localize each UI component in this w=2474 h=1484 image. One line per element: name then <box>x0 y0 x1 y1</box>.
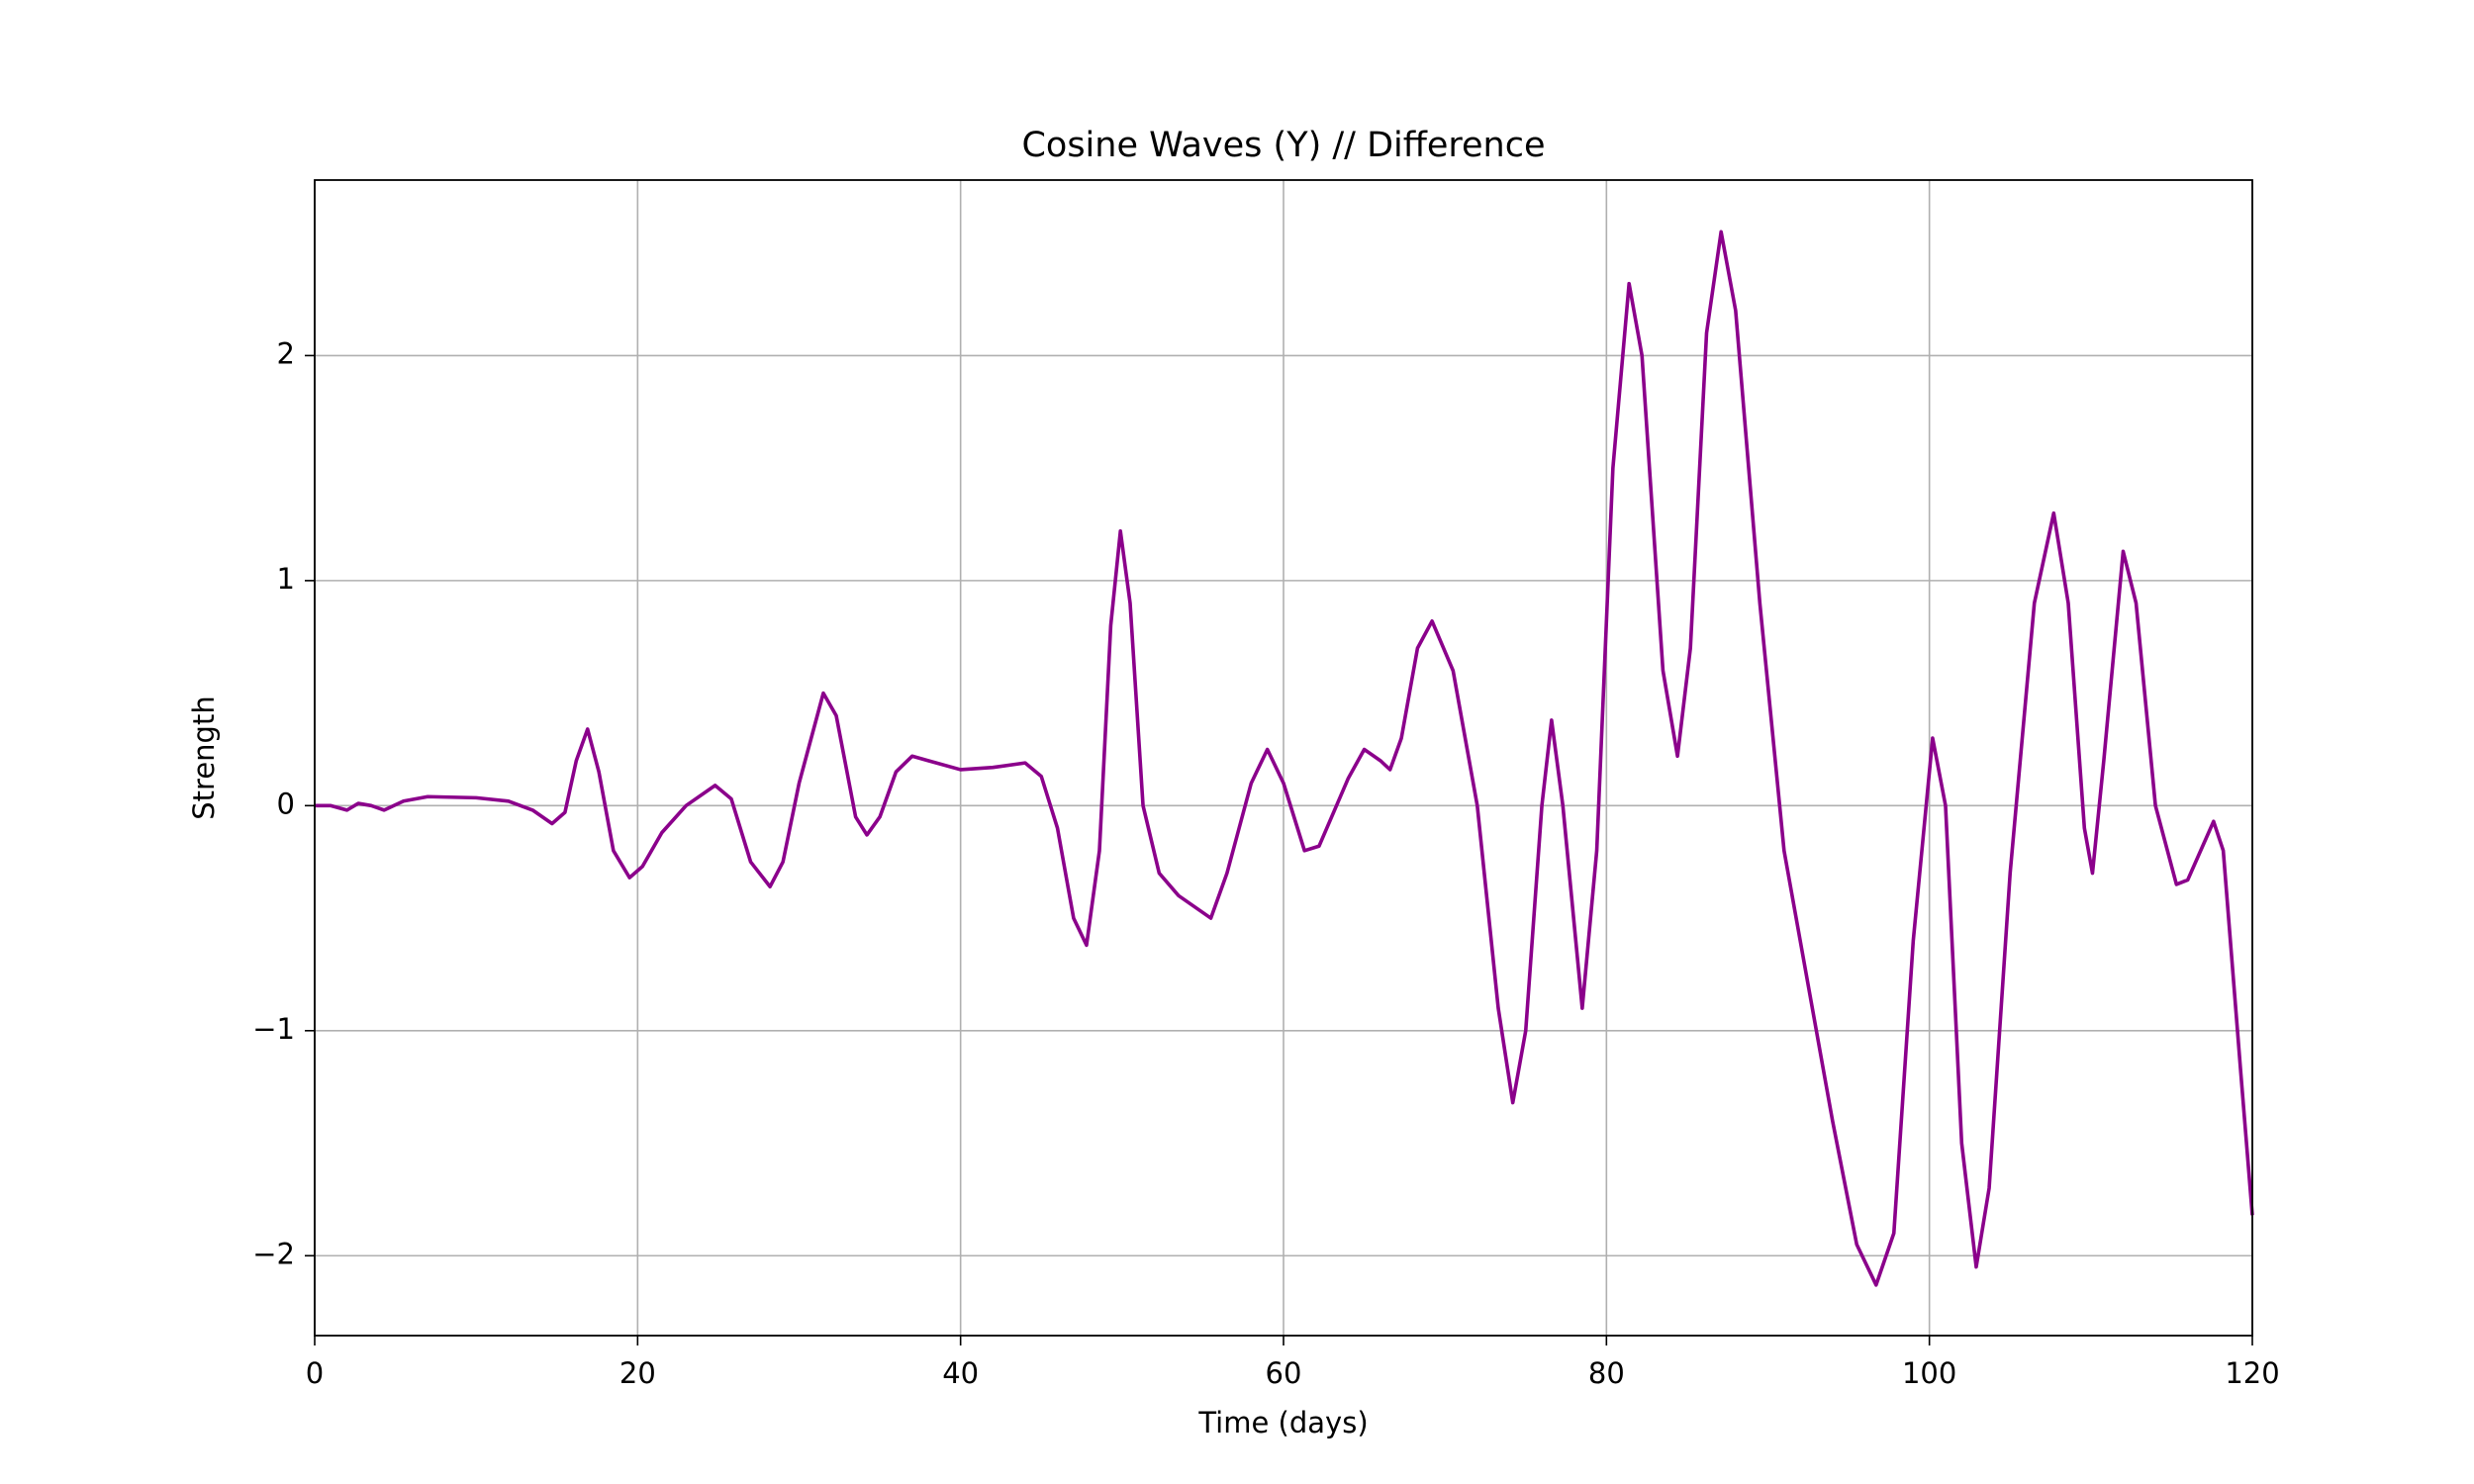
x-tick-label: 80 <box>1588 1356 1625 1390</box>
y-tick-label: 2 <box>277 336 295 370</box>
x-tick-label: 100 <box>1902 1356 1956 1390</box>
y-tick-label: 0 <box>277 787 295 820</box>
data-line <box>315 230 2254 1287</box>
x-tick-label: 60 <box>1266 1356 1302 1390</box>
y-tick-label: 1 <box>277 562 295 596</box>
x-tick-label: 20 <box>619 1356 656 1390</box>
y-axis-label: Strength <box>187 696 221 819</box>
x-tick-label: 0 <box>306 1356 324 1390</box>
x-tick-label: 120 <box>2225 1356 2279 1390</box>
y-tick-label: −1 <box>252 1012 295 1046</box>
chart-title: Cosine Waves (Y) // Difference <box>1021 126 1545 165</box>
x-tick-label: 40 <box>942 1356 979 1390</box>
y-tick-label: −2 <box>252 1237 295 1270</box>
x-axis-label: Time (days) <box>1197 1406 1368 1439</box>
plot-frame <box>314 179 2253 1337</box>
